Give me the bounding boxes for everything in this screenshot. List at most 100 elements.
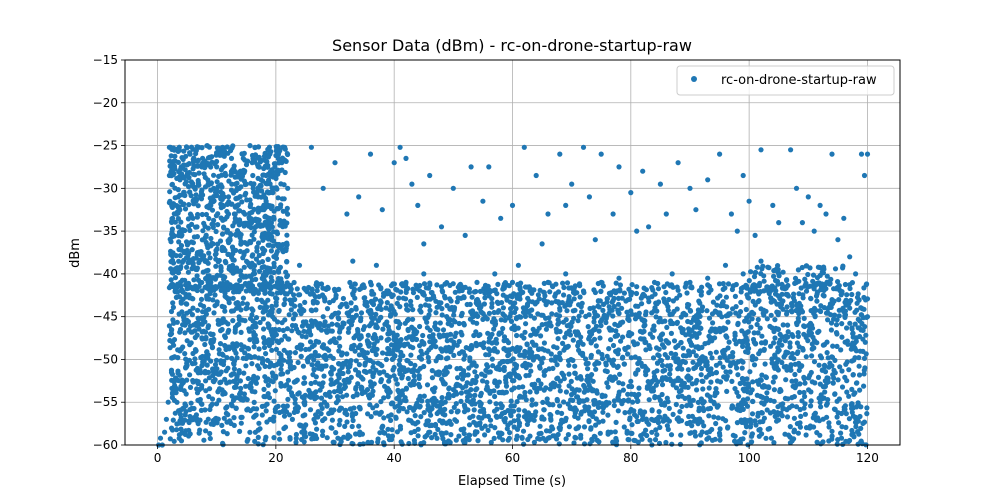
data-point bbox=[765, 264, 771, 270]
data-point bbox=[307, 431, 313, 437]
data-point bbox=[285, 185, 291, 191]
data-point bbox=[832, 266, 839, 272]
data-point bbox=[309, 344, 315, 350]
data-point bbox=[222, 163, 228, 169]
data-point bbox=[717, 151, 723, 157]
data-point bbox=[255, 240, 262, 246]
data-point bbox=[628, 308, 634, 314]
data-point bbox=[850, 372, 856, 378]
data-point bbox=[166, 285, 172, 291]
data-point bbox=[541, 297, 547, 303]
data-point bbox=[402, 320, 408, 326]
data-point bbox=[757, 426, 763, 432]
data-point bbox=[758, 271, 764, 277]
data-point bbox=[300, 413, 306, 419]
data-point bbox=[626, 437, 632, 443]
data-point bbox=[324, 435, 330, 441]
data-point bbox=[262, 437, 268, 443]
data-point bbox=[516, 407, 522, 413]
data-point bbox=[368, 298, 374, 304]
data-point bbox=[425, 354, 431, 361]
data-point bbox=[666, 405, 672, 411]
data-point bbox=[816, 328, 822, 334]
data-point bbox=[364, 350, 370, 356]
data-point bbox=[260, 231, 266, 237]
data-point bbox=[332, 160, 338, 166]
data-point bbox=[256, 252, 262, 259]
data-point bbox=[557, 425, 564, 431]
data-point bbox=[322, 416, 328, 422]
data-point bbox=[223, 368, 229, 374]
data-point bbox=[351, 288, 357, 294]
data-point bbox=[373, 324, 379, 330]
data-point bbox=[593, 422, 599, 428]
data-point bbox=[388, 342, 395, 348]
data-point bbox=[207, 283, 213, 289]
data-point bbox=[370, 373, 376, 380]
data-point bbox=[563, 271, 569, 277]
data-point bbox=[411, 407, 417, 413]
data-point bbox=[768, 295, 774, 301]
data-point bbox=[775, 412, 781, 418]
data-point bbox=[274, 231, 281, 237]
data-point bbox=[753, 422, 759, 428]
data-point bbox=[237, 389, 244, 396]
data-point bbox=[267, 290, 273, 297]
data-point bbox=[842, 313, 848, 319]
data-point bbox=[501, 334, 508, 340]
data-point bbox=[459, 284, 465, 290]
data-point bbox=[367, 402, 373, 408]
data-point bbox=[260, 299, 266, 305]
data-point bbox=[342, 361, 348, 367]
data-point bbox=[366, 357, 372, 363]
data-point bbox=[687, 185, 693, 191]
data-point bbox=[279, 320, 285, 326]
data-point bbox=[831, 406, 838, 412]
data-point bbox=[576, 399, 582, 405]
data-point bbox=[626, 317, 632, 323]
data-point bbox=[393, 414, 399, 420]
data-point bbox=[849, 326, 855, 332]
data-point bbox=[782, 431, 788, 437]
data-point bbox=[835, 437, 841, 443]
data-point bbox=[690, 397, 696, 403]
data-point bbox=[490, 363, 496, 369]
data-point bbox=[764, 316, 770, 322]
data-point bbox=[236, 321, 242, 327]
data-point bbox=[613, 280, 619, 286]
data-point bbox=[720, 281, 726, 287]
data-point bbox=[519, 333, 525, 339]
data-point bbox=[491, 435, 497, 441]
data-point bbox=[237, 378, 243, 384]
data-point bbox=[348, 374, 354, 380]
data-point bbox=[700, 356, 706, 362]
data-point bbox=[181, 317, 187, 323]
data-point bbox=[192, 186, 198, 192]
data-point bbox=[511, 424, 517, 430]
data-point bbox=[753, 269, 759, 276]
data-point bbox=[707, 394, 713, 400]
data-point bbox=[303, 287, 309, 293]
data-point bbox=[523, 321, 529, 327]
data-point bbox=[808, 296, 814, 302]
data-point bbox=[503, 383, 510, 389]
data-point bbox=[642, 363, 648, 369]
data-point bbox=[459, 310, 465, 316]
data-point bbox=[818, 303, 824, 309]
data-point bbox=[769, 360, 775, 366]
data-point bbox=[479, 371, 485, 377]
data-point bbox=[686, 348, 692, 354]
data-point bbox=[861, 383, 867, 389]
data-point bbox=[412, 428, 418, 435]
data-point bbox=[733, 310, 739, 316]
data-point bbox=[463, 345, 469, 351]
data-point bbox=[664, 395, 670, 401]
data-point bbox=[201, 171, 207, 177]
data-point bbox=[281, 182, 287, 188]
data-point bbox=[724, 388, 730, 394]
data-point bbox=[808, 398, 814, 404]
data-point bbox=[398, 353, 404, 359]
data-point bbox=[652, 291, 658, 297]
data-point bbox=[700, 386, 706, 392]
